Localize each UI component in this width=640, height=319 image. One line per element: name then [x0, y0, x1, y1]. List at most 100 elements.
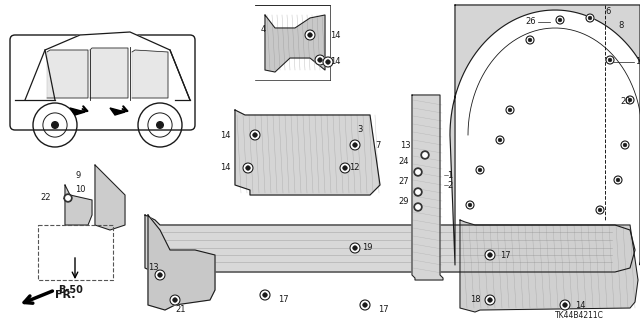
Polygon shape — [235, 110, 380, 195]
FancyBboxPatch shape — [10, 35, 195, 130]
Circle shape — [173, 298, 177, 302]
Circle shape — [414, 168, 422, 176]
Polygon shape — [412, 95, 443, 280]
Circle shape — [64, 194, 72, 202]
Circle shape — [556, 16, 564, 24]
Circle shape — [343, 166, 348, 170]
Text: 14: 14 — [330, 57, 340, 66]
Text: 19: 19 — [362, 243, 372, 253]
Text: 17: 17 — [378, 306, 388, 315]
Circle shape — [326, 60, 330, 64]
Circle shape — [317, 58, 323, 62]
Circle shape — [560, 300, 570, 310]
Polygon shape — [460, 220, 638, 312]
Circle shape — [157, 273, 163, 277]
Polygon shape — [450, 5, 640, 265]
Text: 14: 14 — [220, 164, 230, 173]
Circle shape — [414, 203, 422, 211]
Circle shape — [340, 163, 350, 173]
Circle shape — [628, 98, 632, 102]
Text: 7: 7 — [375, 140, 380, 150]
Circle shape — [508, 108, 512, 112]
Text: 13: 13 — [400, 140, 411, 150]
Circle shape — [350, 140, 360, 150]
Circle shape — [623, 143, 627, 147]
Polygon shape — [148, 215, 215, 310]
Circle shape — [614, 176, 622, 184]
Text: 26: 26 — [525, 18, 536, 26]
Text: TK44B4211C: TK44B4211C — [555, 310, 604, 319]
Text: 10: 10 — [75, 186, 86, 195]
Text: 20: 20 — [620, 98, 630, 107]
Circle shape — [305, 30, 315, 40]
Text: 14: 14 — [330, 31, 340, 40]
Circle shape — [626, 96, 634, 104]
Polygon shape — [65, 185, 92, 225]
Circle shape — [253, 133, 257, 137]
Circle shape — [468, 203, 472, 207]
Circle shape — [52, 122, 58, 128]
Text: 13: 13 — [148, 263, 159, 271]
Circle shape — [260, 290, 270, 300]
Circle shape — [363, 303, 367, 307]
Circle shape — [528, 38, 532, 42]
Polygon shape — [110, 108, 125, 115]
Circle shape — [488, 298, 492, 302]
Text: 8: 8 — [618, 20, 623, 29]
Text: 17: 17 — [278, 295, 289, 305]
Text: 9: 9 — [75, 170, 80, 180]
Circle shape — [608, 58, 612, 62]
Polygon shape — [132, 50, 168, 98]
Text: 17: 17 — [500, 250, 511, 259]
Circle shape — [155, 270, 165, 280]
Circle shape — [263, 293, 268, 297]
Circle shape — [526, 36, 534, 44]
Circle shape — [616, 178, 620, 182]
Text: 14: 14 — [220, 130, 230, 139]
Circle shape — [498, 138, 502, 142]
Circle shape — [485, 250, 495, 260]
Polygon shape — [265, 15, 325, 72]
Polygon shape — [25, 32, 190, 100]
Text: 24: 24 — [398, 158, 408, 167]
Text: 1: 1 — [447, 170, 452, 180]
Circle shape — [506, 106, 514, 114]
Circle shape — [598, 208, 602, 212]
Circle shape — [558, 18, 562, 22]
Circle shape — [476, 166, 484, 174]
Circle shape — [606, 56, 614, 64]
Circle shape — [350, 243, 360, 253]
Circle shape — [416, 190, 420, 194]
Text: 14: 14 — [575, 300, 586, 309]
Circle shape — [360, 300, 370, 310]
Circle shape — [246, 166, 250, 170]
Text: 6: 6 — [605, 8, 611, 17]
Circle shape — [466, 201, 474, 209]
Circle shape — [308, 33, 312, 37]
Polygon shape — [90, 48, 128, 98]
Text: 18: 18 — [470, 295, 481, 305]
Text: FR.: FR. — [55, 290, 76, 300]
Text: 27: 27 — [398, 177, 408, 187]
Circle shape — [416, 170, 420, 174]
Bar — [38, 225, 113, 280]
Circle shape — [66, 196, 70, 200]
Text: 22: 22 — [40, 194, 51, 203]
Circle shape — [496, 136, 504, 144]
Circle shape — [588, 16, 592, 20]
Circle shape — [416, 205, 420, 209]
Text: 4: 4 — [261, 26, 266, 34]
Circle shape — [315, 55, 325, 65]
Text: 29: 29 — [398, 197, 408, 206]
Circle shape — [488, 253, 492, 257]
Text: B-50: B-50 — [58, 285, 83, 295]
Circle shape — [586, 14, 594, 22]
Circle shape — [563, 303, 567, 307]
Circle shape — [423, 153, 428, 157]
Circle shape — [353, 246, 357, 250]
Circle shape — [596, 206, 604, 214]
Circle shape — [323, 57, 333, 67]
Circle shape — [485, 295, 495, 305]
Polygon shape — [70, 108, 85, 115]
Polygon shape — [95, 165, 125, 230]
